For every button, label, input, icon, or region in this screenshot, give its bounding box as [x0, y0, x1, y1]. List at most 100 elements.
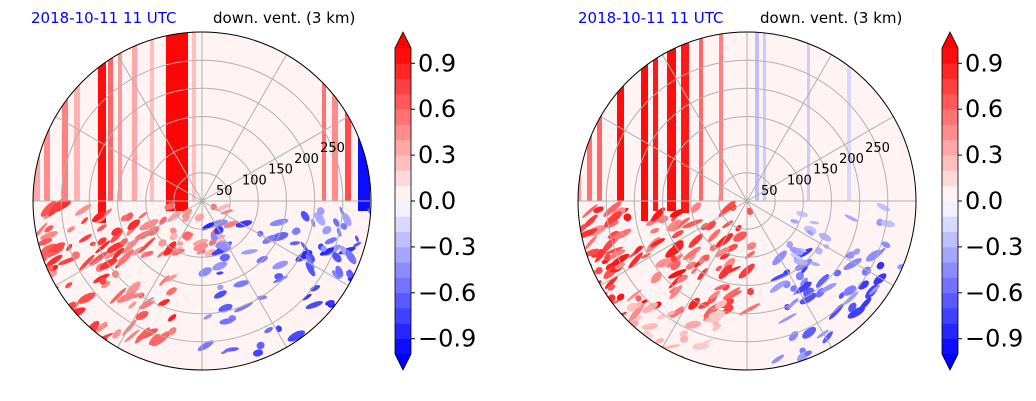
field-blob — [331, 252, 342, 263]
field-band — [847, 32, 851, 201]
field-blob — [96, 224, 107, 232]
field-blob — [880, 219, 895, 228]
field-blob — [714, 247, 730, 258]
field-blob — [135, 310, 149, 321]
field-blob — [39, 303, 62, 314]
field-blob — [643, 342, 650, 348]
field-blob — [679, 330, 689, 337]
field-blob — [216, 271, 224, 275]
field-blob — [351, 314, 369, 323]
colorbar-tick-label: −0.6 — [418, 279, 476, 307]
field-blob — [593, 206, 604, 213]
field-blob — [685, 261, 697, 270]
field-blob — [885, 301, 893, 309]
field-blob — [712, 321, 719, 326]
field-blob — [221, 347, 232, 355]
variable-title: down. vent. (3 km) — [760, 9, 902, 27]
grid-spoke — [746, 200, 894, 286]
field-blob — [707, 229, 721, 242]
field-blob — [582, 204, 598, 218]
field-blob — [641, 323, 659, 330]
field-blob — [873, 344, 884, 355]
field-blob — [193, 242, 209, 252]
field-blob — [75, 204, 92, 216]
colorbar-step — [942, 63, 958, 79]
colorbar-step — [395, 78, 411, 95]
colorbar-step — [395, 292, 411, 309]
field-blob — [79, 254, 95, 271]
field-blob — [41, 325, 55, 333]
colorbar-step — [942, 292, 958, 309]
field-blob — [331, 270, 341, 280]
field-blob — [669, 285, 683, 300]
field-blob — [715, 265, 723, 272]
grid-spoke — [55, 116, 203, 202]
field-blob — [809, 261, 821, 267]
field-blob — [131, 292, 144, 299]
field-blob — [71, 251, 80, 260]
field-blob — [604, 246, 624, 255]
field-blob — [127, 219, 141, 231]
colorbar-extend-top — [942, 32, 958, 48]
field-blob — [192, 238, 209, 246]
field-blob — [733, 231, 748, 242]
colorbar-tick-label: −0.3 — [418, 233, 476, 261]
field-blob — [822, 331, 833, 344]
field-blob — [848, 357, 856, 366]
field-blob — [39, 327, 57, 344]
polar-chart-1: 2018-10-11 11 UTC down. vent. (3 km) 50 1… — [31, 9, 476, 371]
field-blob — [585, 235, 597, 250]
field-blob — [724, 290, 742, 300]
field-blob — [843, 258, 862, 271]
colorbar-step — [395, 185, 411, 202]
field-blob — [714, 284, 728, 291]
field-blob — [802, 326, 817, 339]
field-blob — [790, 253, 804, 260]
field-blob — [182, 231, 192, 240]
field-blob — [714, 299, 728, 309]
field-blob — [177, 241, 184, 246]
field-blob — [862, 337, 869, 343]
field-band — [358, 32, 370, 211]
field-blob — [859, 347, 875, 363]
field-blob — [349, 287, 354, 293]
polar-frame — [32, 31, 372, 371]
field-blob — [610, 253, 630, 266]
colorbar-step — [395, 262, 411, 278]
field-blob — [34, 271, 40, 278]
grid-spoke — [746, 54, 832, 202]
colorbar-step — [395, 246, 411, 263]
field-blob — [219, 318, 234, 325]
field-band — [150, 32, 154, 201]
field-blob — [709, 244, 717, 252]
colorbar-step — [942, 185, 958, 202]
field-blob — [703, 304, 720, 322]
radial-tick-label: 50 — [761, 184, 778, 199]
colorbar-step — [942, 155, 958, 171]
field-blob — [887, 336, 893, 343]
field-blob — [169, 232, 178, 241]
field-blob — [771, 354, 785, 364]
field-band — [763, 32, 766, 201]
field-blob — [111, 270, 120, 278]
field-blob — [300, 210, 310, 222]
field-blob — [322, 226, 332, 235]
field-blob — [650, 228, 660, 234]
field-blob — [859, 297, 872, 311]
colorbar-tick-label: 0.6 — [965, 95, 1003, 123]
field-blob — [647, 351, 661, 358]
field-blob — [140, 300, 155, 310]
field-blob — [858, 280, 869, 290]
colorbar-step — [942, 124, 958, 141]
field-blob — [700, 222, 710, 231]
radial-tick-label: 50 — [216, 184, 233, 199]
field-blob — [309, 284, 321, 292]
field-blob — [884, 350, 897, 362]
grid-spoke — [746, 116, 894, 202]
field-band — [641, 32, 648, 221]
field-blob — [33, 340, 43, 346]
field-blob — [47, 326, 61, 337]
field-blob — [256, 341, 265, 350]
field-blob — [628, 303, 645, 322]
field-blob — [739, 303, 761, 316]
